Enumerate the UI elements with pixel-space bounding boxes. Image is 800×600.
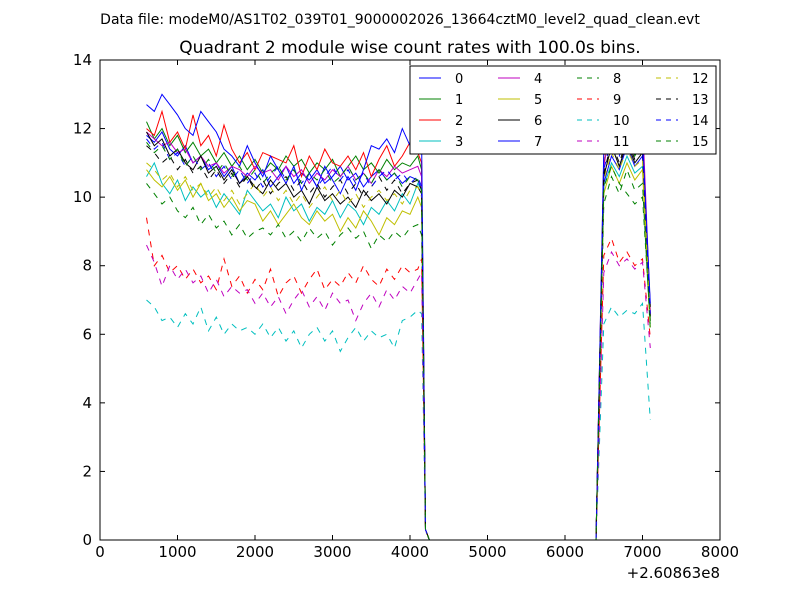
series-line-13 bbox=[146, 137, 651, 541]
axis-ticks: 0 1000 2000 3000 4000 5000 6000 7000 80000246810… bbox=[73, 51, 739, 561]
legend-label-8: 8 bbox=[613, 72, 621, 87]
y-tick-label: 12 bbox=[73, 120, 92, 138]
x-tick-label: 3000 bbox=[313, 543, 351, 561]
chart-suptitle: Data file: modeM0/AS1T02_039T01_90000020… bbox=[100, 12, 700, 28]
x-tick-label: 4000 bbox=[391, 543, 429, 561]
legend-label-3: 3 bbox=[455, 135, 463, 150]
x-tick-label: 6000 bbox=[546, 543, 584, 561]
x-tick-label: 1000 bbox=[158, 543, 196, 561]
y-tick-label: 6 bbox=[82, 325, 92, 343]
legend-label-5: 5 bbox=[534, 93, 542, 108]
series-line-15 bbox=[146, 141, 651, 541]
legend-label-2: 2 bbox=[455, 114, 463, 129]
legend-label-7: 7 bbox=[534, 135, 542, 150]
y-tick-label: 0 bbox=[82, 531, 92, 549]
legend-label-14: 14 bbox=[692, 114, 709, 129]
legend-label-12: 12 bbox=[692, 72, 709, 87]
y-tick-label: 14 bbox=[73, 51, 92, 69]
y-tick-label: 10 bbox=[73, 188, 92, 206]
legend-label-13: 13 bbox=[692, 93, 709, 108]
legend-label-9: 9 bbox=[613, 93, 621, 108]
x-tick-label: 7000 bbox=[623, 543, 661, 561]
chart-title: Quadrant 2 module wise count rates with … bbox=[179, 38, 640, 58]
legend-label-0: 0 bbox=[455, 72, 463, 87]
y-tick-label: 8 bbox=[82, 257, 92, 275]
x-tick-label: 5000 bbox=[468, 543, 506, 561]
plot-frame bbox=[99, 59, 721, 541]
legend-label-1: 1 bbox=[455, 93, 463, 108]
y-tick-label: 4 bbox=[82, 394, 92, 412]
legend-label-10: 10 bbox=[613, 114, 630, 129]
x-tick-label: 8000 bbox=[701, 543, 739, 561]
x-tick-label: 2000 bbox=[236, 543, 274, 561]
x-tick-label: 0 bbox=[95, 543, 105, 561]
y-tick-label: 2 bbox=[82, 462, 92, 480]
legend-label-15: 15 bbox=[692, 135, 709, 150]
legend-label-11: 11 bbox=[613, 135, 630, 150]
legend-box bbox=[409, 65, 717, 155]
x-offset-label: +2.60863e8 bbox=[627, 564, 720, 582]
legend-label-6: 6 bbox=[534, 114, 542, 129]
legend-label-4: 4 bbox=[534, 72, 542, 87]
